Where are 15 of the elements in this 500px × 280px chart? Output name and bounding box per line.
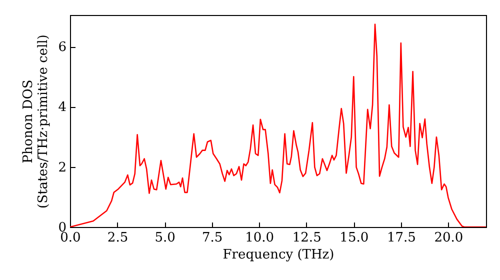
- x-tick-label: 12.5: [292, 230, 322, 246]
- x-tick-label: 7.5: [202, 230, 223, 246]
- y-axis-title: Phonon DOS (States/THz·primitive cell): [21, 34, 52, 209]
- x-tick-label: 0.0: [60, 230, 81, 246]
- x-tick-label: 10.0: [245, 230, 274, 246]
- x-tick-label: 15.0: [340, 230, 369, 246]
- x-axis-title: Frequency (THz): [222, 248, 334, 262]
- y-tick-label: 6: [58, 40, 66, 56]
- x-tick-label: 2.5: [107, 230, 128, 246]
- line-series: [70, 24, 486, 227]
- y-tick-label: 2: [58, 160, 66, 176]
- x-tick-label: 17.5: [386, 230, 416, 246]
- x-tick-label: 5.0: [154, 230, 176, 246]
- x-tick-label: 20.0: [434, 230, 464, 246]
- y-tick-label: 4: [58, 100, 66, 116]
